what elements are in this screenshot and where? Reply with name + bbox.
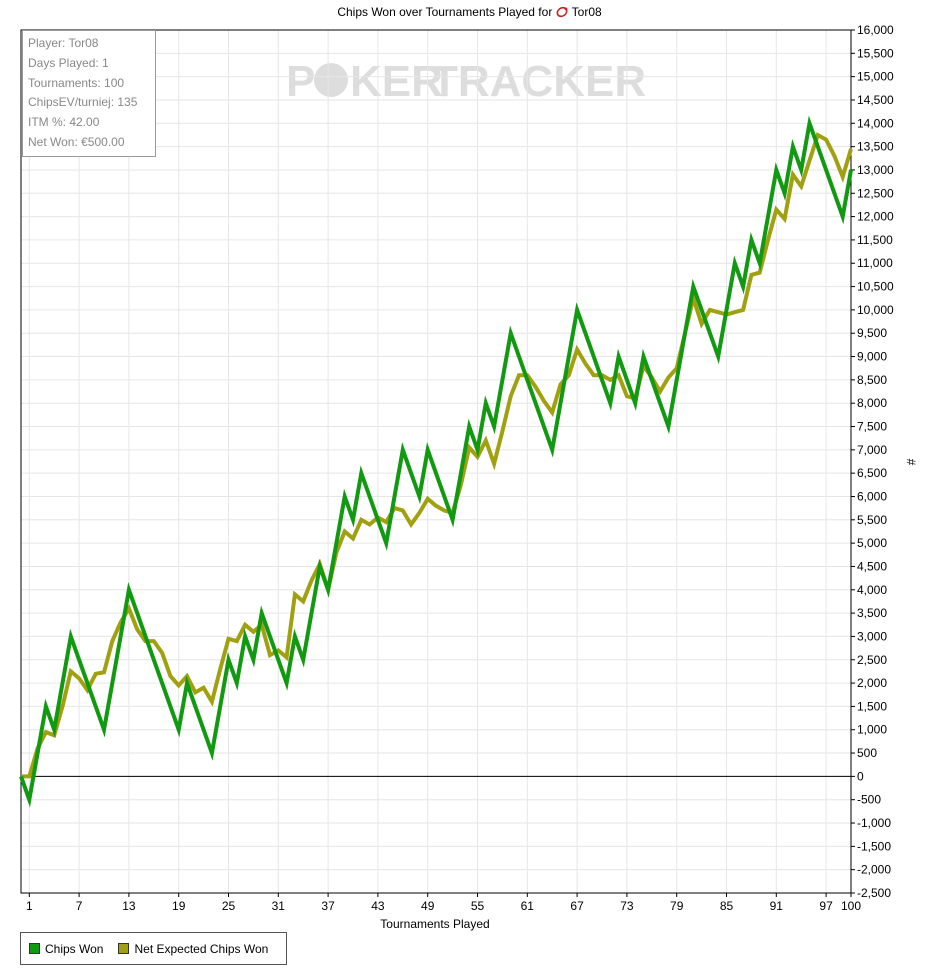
x-tick-label: 61 — [521, 899, 535, 913]
y-tick-label: 16,000 — [857, 23, 894, 37]
watermark-text-1: P — [286, 57, 315, 106]
y-tick-label: -1,000 — [857, 816, 891, 830]
y-tick-label: 9,000 — [857, 350, 887, 364]
x-tick-label: 55 — [471, 899, 485, 913]
x-tick-label: 25 — [222, 899, 236, 913]
y-tick-label: 9,500 — [857, 326, 887, 340]
x-tick-label: 13 — [122, 899, 136, 913]
y-tick-label: 8,000 — [857, 396, 887, 410]
y-tick-label: 10,500 — [857, 280, 894, 294]
series — [19, 115, 853, 808]
y-tick-label: 14,500 — [857, 93, 894, 107]
chart-title-prefix: Chips Won over Tournaments Played for — [337, 5, 556, 19]
y-tick-label: 11,000 — [857, 256, 893, 270]
x-tick-label: 31 — [272, 899, 286, 913]
legend-label-chips-won: Chips Won — [45, 941, 104, 956]
x-tick-label: 49 — [421, 899, 435, 913]
y-tick-label: 12,500 — [857, 186, 894, 200]
y-tick-label: 1,500 — [857, 699, 887, 713]
stat-player: Player: Tor08 — [28, 36, 99, 50]
plot-frame — [20, 29, 852, 894]
y-tick-label: 7,500 — [857, 420, 887, 434]
y-tick-label: 2,000 — [857, 676, 887, 690]
y-tick-label: -2,000 — [857, 863, 891, 877]
legend-item-expected-chips[interactable]: Net Expected Chips Won — [118, 942, 268, 956]
legend: Chips Won Net Expected Chips Won — [20, 932, 287, 965]
chart-title-player: Tor08 — [571, 5, 602, 19]
series-line-chips-won — [19, 115, 853, 808]
y-tick-label: 6,500 — [857, 466, 887, 480]
x-tick-label: 97 — [819, 899, 833, 913]
x-tick-label: 100 — [841, 899, 861, 913]
x-axis-label: Tournaments Played — [380, 917, 489, 931]
y-tick-label: 12,000 — [857, 210, 894, 224]
y-tick-label: 5,500 — [857, 513, 887, 527]
stat-chipsev: ChipsEV/turniej: 135 — [28, 95, 138, 110]
x-tick-label: 1 — [26, 899, 33, 913]
y-tick-label: 13,000 — [857, 163, 894, 177]
stat-days-played: Days Played: 1 — [28, 55, 109, 70]
y-tick-label: 500 — [857, 746, 877, 760]
y-tick-label: 2,500 — [857, 653, 887, 667]
y-tick-label: 11,500 — [857, 233, 893, 247]
y-tick-label: 4,500 — [857, 559, 887, 573]
x-tick-label: 91 — [770, 899, 784, 913]
x-tick-label: 85 — [720, 899, 734, 913]
x-tick-label: 7 — [76, 899, 83, 913]
x-tick-label: 73 — [620, 899, 634, 913]
pokerstars-icon — [556, 6, 570, 21]
y-axis-label: # — [904, 459, 918, 466]
x-tick-label: 19 — [172, 899, 186, 913]
legend-swatch-chips-won — [29, 943, 40, 954]
y-tick-label: 7,000 — [857, 443, 887, 457]
stat-tournaments: Tournaments: 100 — [28, 75, 125, 90]
y-tick-label: 3,500 — [857, 606, 887, 620]
y-tick-label: 8,500 — [857, 373, 887, 387]
pokertracker-watermark: P KER TRACKER — [286, 57, 646, 106]
x-tick-label: 43 — [371, 899, 385, 913]
x-tick-label: 37 — [321, 899, 335, 913]
y-tick-label: 15,000 — [857, 70, 894, 84]
x-tick-label: 67 — [570, 899, 584, 913]
y-tick-label: 5,000 — [857, 536, 887, 550]
legend-swatch-expected-chips — [118, 943, 130, 954]
x-tick-label: 79 — [670, 899, 684, 913]
series-line-expected-chips — [21, 132, 853, 779]
y-tick-label: 15,500 — [857, 46, 894, 60]
axes — [20, 29, 855, 897]
watermark-text-3: TRACKER — [431, 57, 646, 106]
watermark-chip — [314, 63, 348, 97]
stat-net-won: Net Won: €500.00 — [28, 134, 125, 149]
tick-labels: -2,500 -2,000 -1,500 -1,000 -500 0 500 1,000 1,5… — [26, 23, 894, 913]
player-stats-box: Player: Tor08 Days Played: 1 Tournaments… — [22, 30, 156, 157]
y-tick-label: 6,000 — [857, 489, 887, 503]
y-tick-label: 13,500 — [857, 140, 894, 154]
y-tick-label: -2,500 — [857, 886, 891, 900]
y-tick-label: 4,000 — [857, 583, 887, 597]
stat-itm: ITM %: 42.00 — [28, 115, 100, 130]
watermark-text-2: KER — [350, 57, 443, 106]
y-tick-label: -1,500 — [857, 839, 891, 853]
legend-item-chips-won[interactable]: Chips Won — [29, 942, 103, 956]
y-tick-label: 14,000 — [857, 116, 894, 130]
y-tick-label: 0 — [857, 769, 864, 783]
legend-label-expected-chips: Net Expected Chips Won — [134, 941, 269, 956]
grid — [21, 29, 852, 894]
chart-title: Chips Won over Tournaments Played for To… — [0, 5, 939, 21]
y-tick-label: 10,000 — [857, 303, 894, 317]
y-tick-label: 3,000 — [857, 629, 887, 643]
y-tick-label: 1,000 — [857, 723, 887, 737]
y-tick-label: -500 — [857, 793, 881, 807]
